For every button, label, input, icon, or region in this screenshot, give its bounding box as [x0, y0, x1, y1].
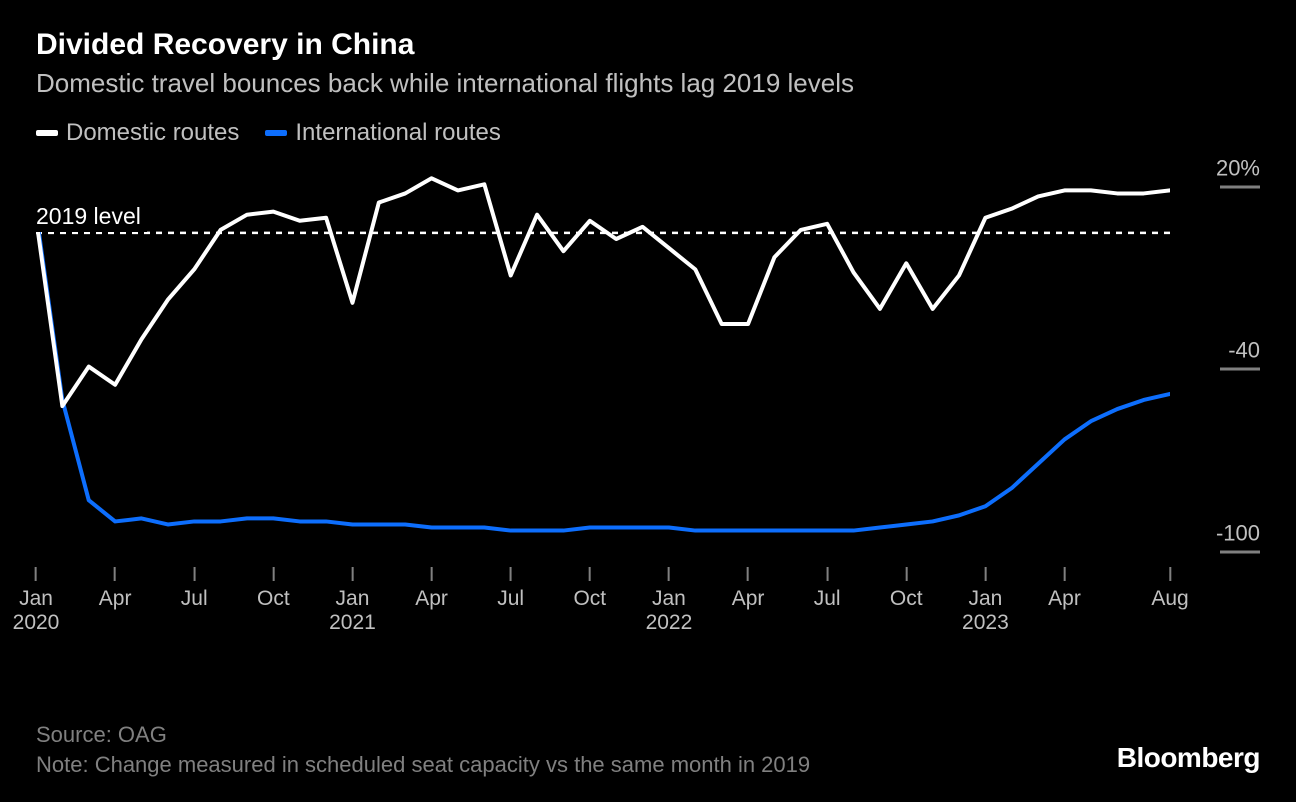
- x-tick-month: Jul: [814, 587, 841, 611]
- legend-item-international: International routes: [265, 119, 500, 147]
- baseline-label: 2019 level: [36, 203, 147, 232]
- chart-container: Divided Recovery in China Domestic trave…: [0, 0, 1296, 802]
- x-tick: Jul: [497, 567, 524, 611]
- x-tick-mark: [984, 567, 986, 581]
- x-tick-month: Oct: [890, 587, 923, 611]
- x-tick: Oct: [573, 567, 606, 611]
- x-tick-year: 2021: [329, 611, 376, 635]
- x-tick: Jan2020: [13, 567, 60, 635]
- x-tick: Apr: [99, 567, 132, 611]
- legend-label-domestic: Domestic routes: [66, 119, 239, 147]
- x-tick-year: 2020: [13, 611, 60, 635]
- x-tick-month: Apr: [732, 587, 765, 611]
- chart-area: 2019 level 20%-40-100 Jan2020AprJulOctJa…: [36, 157, 1260, 637]
- x-tick: Jul: [814, 567, 841, 611]
- line-domestic: [36, 178, 1170, 406]
- x-tick: Oct: [890, 567, 923, 611]
- x-tick-month: Jan: [329, 587, 376, 611]
- x-tick-year: 2023: [962, 611, 1009, 635]
- line-international: [36, 212, 1170, 531]
- x-tick-mark: [114, 567, 116, 581]
- y-tick-mark: [1220, 186, 1260, 189]
- x-tick: Apr: [415, 567, 448, 611]
- x-tick-mark: [668, 567, 670, 581]
- legend-label-international: International routes: [295, 119, 500, 147]
- chart-subtitle: Domestic travel bounces back while inter…: [36, 68, 1260, 99]
- x-tick-month: Jul: [181, 587, 208, 611]
- x-tick-mark: [193, 567, 195, 581]
- x-tick: Apr: [732, 567, 765, 611]
- x-tick-mark: [351, 567, 353, 581]
- x-tick-mark: [510, 567, 512, 581]
- legend-swatch-international: [265, 130, 287, 136]
- x-tick-mark: [747, 567, 749, 581]
- x-tick-mark: [431, 567, 433, 581]
- x-tick-mark: [905, 567, 907, 581]
- y-tick: -40: [1170, 338, 1260, 371]
- note-text: Note: Change measured in scheduled seat …: [36, 752, 810, 778]
- y-axis: 20% -40 -100: [1170, 157, 1260, 567]
- x-axis: Jan2020AprJulOctJan2021AprJulOctJan2022A…: [36, 567, 1170, 637]
- x-tick-mark: [826, 567, 828, 581]
- x-tick: Oct: [257, 567, 290, 611]
- x-tick-mark: [589, 567, 591, 581]
- brand-logo: Bloomberg: [1117, 742, 1260, 774]
- x-tick: Aug: [1151, 567, 1188, 611]
- x-tick-month: Aug: [1151, 587, 1188, 611]
- y-tick-label: 20%: [1170, 156, 1260, 182]
- y-tick-label: -100: [1170, 520, 1260, 546]
- chart-svg: [36, 157, 1170, 567]
- x-tick-mark: [1169, 567, 1171, 581]
- x-tick: Jan2021: [329, 567, 376, 635]
- y-tick-mark: [1220, 368, 1260, 371]
- y-tick: -100: [1170, 520, 1260, 553]
- x-tick: Jul: [181, 567, 208, 611]
- source-text: Source: OAG: [36, 722, 167, 748]
- x-tick-month: Apr: [415, 587, 448, 611]
- x-tick-month: Oct: [573, 587, 606, 611]
- chart-title: Divided Recovery in China: [36, 28, 1260, 62]
- legend-swatch-domestic: [36, 130, 58, 136]
- x-tick: Apr: [1048, 567, 1081, 611]
- x-tick-month: Jul: [497, 587, 524, 611]
- legend-item-domestic: Domestic routes: [36, 119, 239, 147]
- y-tick: 20%: [1170, 156, 1260, 189]
- x-tick-month: Apr: [99, 587, 132, 611]
- y-tick-label: -40: [1170, 338, 1260, 364]
- y-tick-mark: [1220, 550, 1260, 553]
- x-tick-month: Apr: [1048, 587, 1081, 611]
- x-tick-month: Oct: [257, 587, 290, 611]
- x-tick: Jan2023: [962, 567, 1009, 635]
- x-tick-mark: [35, 567, 37, 581]
- legend: Domestic routes International routes: [36, 119, 1260, 147]
- x-tick-month: Jan: [646, 587, 693, 611]
- x-tick-mark: [1064, 567, 1066, 581]
- x-tick-month: Jan: [13, 587, 60, 611]
- x-tick-mark: [272, 567, 274, 581]
- x-tick: Jan2022: [646, 567, 693, 635]
- x-tick-year: 2022: [646, 611, 693, 635]
- x-tick-month: Jan: [962, 587, 1009, 611]
